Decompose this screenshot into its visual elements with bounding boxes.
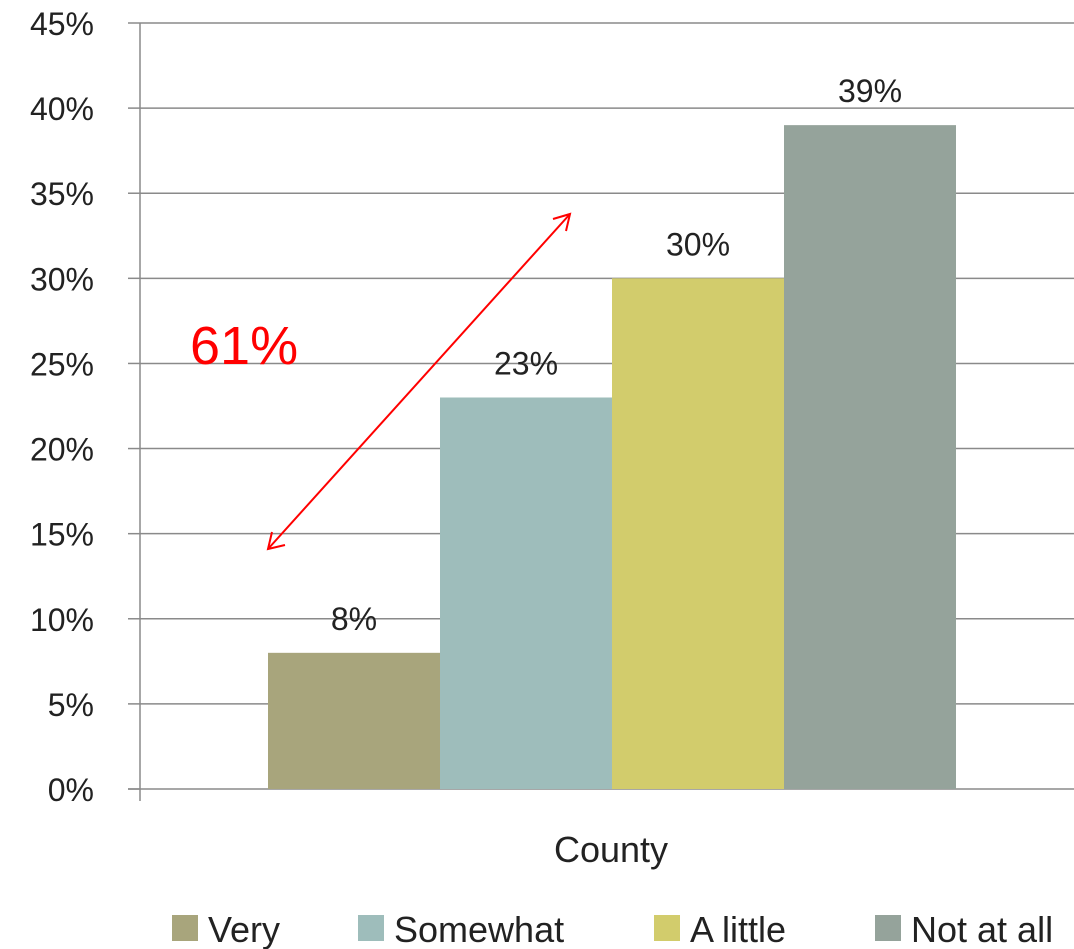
legend-label: A little — [690, 909, 786, 949]
legend-swatch — [875, 915, 901, 941]
y-tick-label: 45% — [30, 6, 94, 42]
annotation-label: 61% — [190, 316, 298, 376]
legend-label: Somewhat — [394, 909, 564, 949]
x-axis-label: County — [554, 829, 668, 870]
y-tick-label: 30% — [30, 261, 94, 297]
legend-label: Not at all — [911, 909, 1053, 949]
y-tick-label: 15% — [30, 517, 94, 553]
annotation-arrowhead-bottom — [266, 531, 286, 551]
data-label: 39% — [838, 73, 902, 109]
data-label: 30% — [666, 226, 730, 262]
bar-very — [268, 652, 440, 789]
y-tick-label: 5% — [48, 687, 94, 723]
y-tick-label: 35% — [30, 176, 94, 212]
legend-swatch — [654, 915, 680, 941]
legend-swatch — [172, 915, 198, 941]
y-tick-label: 0% — [48, 772, 94, 808]
legend-label: Very — [208, 909, 280, 949]
y-tick-label: 20% — [30, 432, 94, 468]
y-tick-label: 10% — [30, 602, 94, 638]
data-label: 23% — [494, 345, 558, 381]
bar-not-at-all — [784, 125, 956, 790]
bars — [268, 125, 956, 790]
y-tick-label: 40% — [30, 91, 94, 127]
data-labels: 8% 23% 30% 39% — [331, 73, 902, 637]
data-label: 8% — [331, 601, 377, 637]
annotation-arrowhead-top — [552, 212, 572, 232]
bar-a-little — [612, 278, 784, 789]
bar-somewhat — [440, 397, 612, 789]
annotation-double-arrow — [267, 213, 571, 550]
y-tick-label: 25% — [30, 346, 94, 382]
y-tick-labels: 0% 5% 10% 15% 20% 25% 30% 35% 40% 45% — [30, 6, 94, 808]
annotation: 61% — [190, 212, 572, 551]
legend: Very Somewhat A little Not at all — [172, 909, 1053, 949]
legend-swatch — [358, 915, 384, 941]
